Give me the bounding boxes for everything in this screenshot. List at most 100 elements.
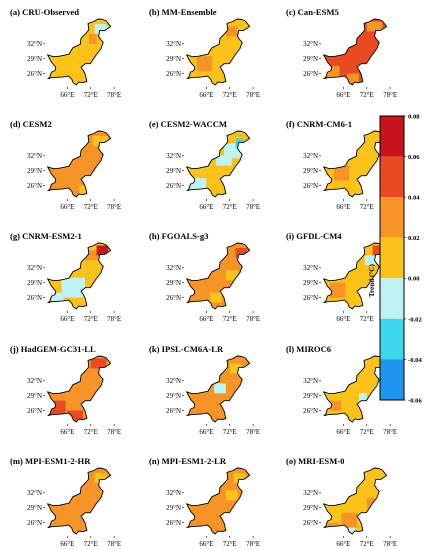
x-tick-label: 66°E — [199, 91, 213, 99]
y-tick-label: 29°N — [166, 55, 181, 63]
trend-cell — [225, 490, 238, 501]
panel-title: (k) IPSL-CM6A-LR — [149, 344, 224, 354]
country-border — [186, 130, 251, 198]
x-tick-label: 66°E — [199, 315, 213, 323]
trend-cell — [366, 497, 375, 508]
colorbar-bin — [380, 197, 404, 238]
trend-cell — [96, 245, 109, 256]
trend-cell — [92, 135, 109, 146]
trend-cell — [333, 165, 350, 181]
map-panel: (g) CNRM-ESM2-1 32°N 29°N 26°N 66°E 72°E 78°E — [10, 231, 121, 323]
colorbar-tick-label: -0.02 — [408, 316, 422, 323]
panel-title: (b) MM-Ensemble — [149, 7, 217, 17]
map-area: 32°N 29°N 26°N 66°E 72°E 78°E — [166, 467, 260, 548]
trend-cell — [225, 26, 238, 37]
country-border — [186, 355, 251, 423]
y-tick-label: 32°N — [27, 152, 42, 160]
y-tick-label: 32°N — [303, 152, 318, 160]
y-tick-label: 29°N — [303, 392, 318, 400]
y-tick-label: 29°N — [166, 167, 181, 175]
country-border — [47, 130, 112, 198]
y-tick-label: 32°N — [166, 152, 181, 160]
trend-cell — [94, 23, 107, 34]
trend-cell — [372, 245, 385, 256]
x-tick-label: 66°E — [60, 540, 74, 548]
colorbar-tick-label: 0.00 — [408, 276, 420, 283]
country-border — [47, 242, 112, 310]
x-tick-label: 72°E — [84, 91, 98, 99]
x-tick-label: 66°E — [60, 315, 74, 323]
map-area: 32°N 29°N 26°N 66°E 72°E 78°E — [27, 242, 121, 323]
y-tick-label: 29°N — [27, 167, 42, 175]
map-area: 32°N 29°N 26°N 66°E 72°E 78°E — [27, 18, 121, 99]
trend-cell — [327, 522, 340, 533]
map-area: 32°N 29°N 26°N 66°E 72°E 78°E — [303, 18, 397, 99]
trend-cell — [94, 472, 107, 483]
y-tick-label: 29°N — [166, 279, 181, 287]
map-panels: (a) CRU-Observed 32°N 29°N 26°N 66°E 72°E 78°E… — [10, 7, 397, 548]
x-tick-label: 66°E — [336, 315, 350, 323]
x-tick-label: 72°E — [223, 428, 237, 436]
y-tick-label: 29°N — [27, 504, 42, 512]
y-tick-label: 26°N — [166, 70, 181, 78]
y-tick-label: 29°N — [27, 392, 42, 400]
trend-cell — [214, 383, 226, 394]
y-tick-label: 32°N — [27, 377, 42, 385]
trend-cell — [347, 73, 359, 84]
country-border — [47, 18, 112, 86]
colorbar-tick-label: 0.08 — [408, 113, 420, 120]
trend-cell — [84, 250, 101, 261]
x-tick-label: 78°E — [246, 91, 260, 99]
colorbar-bin — [380, 116, 404, 157]
panel-title: (a) CRU-Observed — [10, 7, 79, 17]
x-tick-label: 66°E — [336, 203, 350, 211]
x-tick-label: 78°E — [107, 203, 121, 211]
country-border — [47, 467, 112, 535]
y-tick-label: 26°N — [166, 407, 181, 415]
map-panel: (d) CESM2 32°N 29°N 26°N 66°E 72°E 78°E — [10, 119, 121, 211]
y-tick-label: 29°N — [303, 167, 318, 175]
country-border — [186, 242, 251, 310]
colorbar: 0.08 0.06 0.04 0.02 0.00 -0.02 -0.04 -0.06 Trend… — [368, 113, 422, 404]
y-tick-label: 26°N — [27, 182, 42, 190]
x-tick-label: 66°E — [199, 428, 213, 436]
x-tick-label: 72°E — [360, 428, 374, 436]
x-tick-label: 66°E — [60, 91, 74, 99]
country-border — [186, 467, 251, 535]
colorbar-frame — [379, 115, 405, 401]
x-tick-label: 78°E — [383, 428, 397, 436]
trend-cell — [90, 358, 107, 369]
trend-cell — [210, 292, 222, 303]
colorbar-label: Trend (°C) — [368, 264, 376, 298]
y-tick-label: 26°N — [303, 294, 318, 302]
country-border — [186, 18, 251, 86]
trend-cell — [358, 393, 367, 404]
trend-cell — [88, 33, 97, 44]
trend-cell — [329, 400, 342, 411]
trend-cell — [61, 277, 85, 298]
country-border — [323, 18, 388, 86]
y-tick-label: 29°N — [303, 55, 318, 63]
colorbar-bin — [380, 278, 404, 319]
trend-cell — [196, 56, 213, 72]
colorbar-tick-label: 0.04 — [408, 195, 420, 202]
x-tick-label: 78°E — [383, 540, 397, 548]
x-tick-label: 72°E — [223, 540, 237, 548]
x-tick-label: 78°E — [246, 540, 260, 548]
x-tick-label: 66°E — [336, 91, 350, 99]
panel-title: (i) GFDL-CM4 — [286, 231, 342, 241]
y-tick-label: 26°N — [303, 407, 318, 415]
trend-cell — [329, 282, 346, 298]
x-tick-label: 72°E — [223, 203, 237, 211]
x-tick-label: 66°E — [60, 203, 74, 211]
y-tick-label: 26°N — [166, 294, 181, 302]
y-tick-label: 32°N — [303, 40, 318, 48]
y-tick-label: 32°N — [166, 489, 181, 497]
x-tick-label: 72°E — [360, 203, 374, 211]
y-tick-label: 26°N — [27, 70, 42, 78]
x-tick-label: 72°E — [223, 91, 237, 99]
y-tick-label: 26°N — [166, 519, 181, 527]
x-tick-label: 66°E — [336, 540, 350, 548]
y-tick-label: 29°N — [303, 504, 318, 512]
